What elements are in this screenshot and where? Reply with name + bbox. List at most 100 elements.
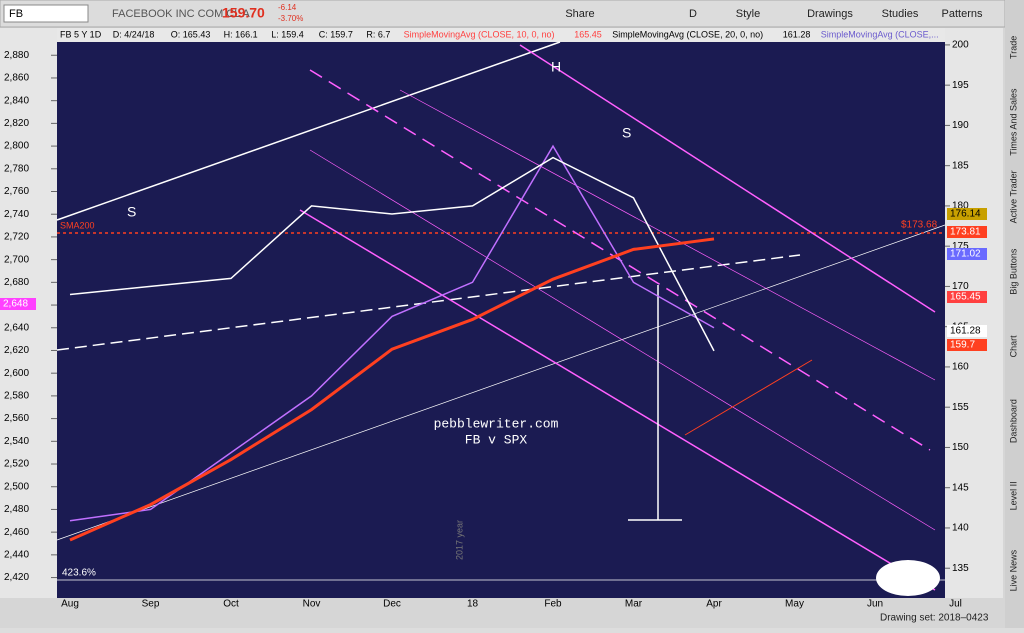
x-tick-label: Apr — [706, 599, 722, 610]
y2-tick-label: 195 — [952, 80, 969, 91]
x-tick-label: Jun — [867, 599, 883, 610]
annotation: 423.6% — [62, 568, 96, 579]
sidebar-tab[interactable]: Big Buttons — [1008, 248, 1018, 295]
last-price: 159.70 — [222, 5, 265, 21]
toolbar-button[interactable]: D — [689, 8, 697, 20]
y-tick-label: 2,480 — [4, 504, 29, 515]
y-tick-label: 2,840 — [4, 95, 29, 106]
price-tag-box — [947, 226, 987, 238]
change: -6.14 — [278, 3, 297, 12]
channel-line — [519, 44, 936, 313]
y2-tick-label: 175 — [952, 241, 969, 252]
y2-tick-label: 190 — [952, 120, 969, 131]
sidebar-tab[interactable]: Dashboard — [1008, 399, 1018, 443]
status-field: C: 159.7 — [319, 29, 353, 39]
status-field: O: 165.43 — [171, 29, 211, 39]
trend-line — [56, 41, 561, 221]
annotation: H — [551, 59, 561, 75]
y2-tick-label: 200 — [952, 40, 969, 51]
toolbar-button[interactable]: Patterns — [942, 8, 983, 20]
y2-tick-label: 150 — [952, 442, 969, 453]
x-tick-label: Jul — [949, 599, 962, 610]
trend-line — [684, 359, 813, 436]
y-tick-label: 2,760 — [4, 186, 29, 197]
footer-label: Drawing set: 2018–0423 — [880, 613, 989, 624]
status-field: L: 159.4 — [271, 29, 304, 39]
status-field: H: 166.1 — [224, 29, 258, 39]
price-tag: 2,648 — [3, 299, 28, 310]
status-field: FB 5 Y 1D — [60, 29, 102, 39]
annotation: SMA200 — [60, 220, 95, 230]
y-tick-label: 2,620 — [4, 345, 29, 356]
y-tick-label: 2,500 — [4, 481, 29, 492]
status-bar — [57, 28, 945, 42]
toolbar-button[interactable]: Drawings — [807, 8, 853, 20]
sidebar-tab[interactable]: Trade — [1008, 36, 1018, 59]
study-value: 165.45 — [574, 29, 602, 39]
x-tick-label: Mar — [625, 599, 643, 610]
x-tick-label: 18 — [467, 599, 479, 610]
y-tick-label: 2,640 — [4, 322, 29, 333]
price-tag-box — [947, 248, 987, 260]
study-value: 161.28 — [783, 29, 811, 39]
sidebar-tab[interactable]: Chart — [1008, 335, 1018, 358]
price-tag: $173.68 — [901, 220, 938, 231]
price-tag: 165.45 — [950, 292, 981, 303]
annotation: S — [127, 204, 136, 220]
y2-tick-label: 135 — [952, 563, 969, 574]
y-tick-label: 2,540 — [4, 436, 29, 447]
x-tick-label: Oct — [223, 599, 239, 610]
y2-tick-label: 180 — [952, 201, 969, 212]
y-tick-label: 2,780 — [4, 163, 29, 174]
channel-line — [299, 209, 936, 591]
y-tick-label: 2,700 — [4, 254, 29, 265]
channel-line — [399, 89, 936, 381]
y-tick-label: 2,860 — [4, 73, 29, 84]
annotation: pebblewriter.com — [434, 416, 559, 431]
x-tick-label: Nov — [303, 599, 321, 610]
y-tick-label: 2,720 — [4, 232, 29, 243]
status-field: R: 6.7 — [366, 29, 390, 39]
y-tick-label: 2,560 — [4, 413, 29, 424]
y-tick-label: 2,460 — [4, 527, 29, 538]
y-tick-label: 2,440 — [4, 549, 29, 560]
price-tag-box — [947, 325, 987, 337]
y-tick-label: 2,600 — [4, 368, 29, 379]
price-tag: 159.7 — [950, 340, 975, 351]
trend-lines — [56, 41, 946, 596]
left-axis — [0, 28, 57, 598]
company: FACEBOOK INC COM CL A — [112, 8, 250, 20]
price-tag: 171.02 — [950, 249, 981, 260]
price-tag: 161.28 — [950, 326, 981, 337]
annotation: FB v SPX — [465, 432, 528, 447]
y-tick-label: 2,800 — [4, 141, 29, 152]
y2-tick-label: 160 — [952, 362, 969, 373]
price-tag: 176.14 — [950, 209, 981, 220]
series-line — [69, 237, 715, 542]
sidebar-tab[interactable]: Times And Sales — [1008, 88, 1018, 156]
toolbar — [0, 0, 1006, 28]
y-tick-label: 2,740 — [4, 209, 29, 220]
annotation: 2017 year — [454, 520, 464, 560]
x-tick-label: Sep — [142, 599, 160, 610]
sidebar-tab[interactable]: Live News — [1008, 549, 1018, 591]
change-pct: -3.70% — [278, 14, 303, 23]
y-tick-label: 2,420 — [4, 572, 29, 583]
channel-line — [309, 149, 936, 531]
symbol: FB — [9, 8, 23, 20]
y-tick-label: 2,820 — [4, 118, 29, 129]
symbol-box[interactable] — [3, 4, 89, 23]
sidebar-tab[interactable]: Level II — [1008, 481, 1018, 510]
y-tick-label: 2,880 — [4, 50, 29, 61]
toolbar-button[interactable]: Share — [565, 8, 594, 20]
toolbar-button[interactable]: Style — [736, 8, 760, 20]
trend-line — [56, 224, 946, 541]
annotation: S — [622, 125, 631, 141]
price-tag-box — [947, 339, 987, 351]
toolbar-button[interactable]: Studies — [882, 8, 919, 20]
footer — [0, 598, 1005, 628]
study-label: SimpleMovingAvg (CLOSE, 20, 0, no) — [612, 29, 763, 39]
sidebar — [1005, 0, 1024, 628]
sidebar-tab[interactable]: Active Trader — [1008, 170, 1018, 223]
